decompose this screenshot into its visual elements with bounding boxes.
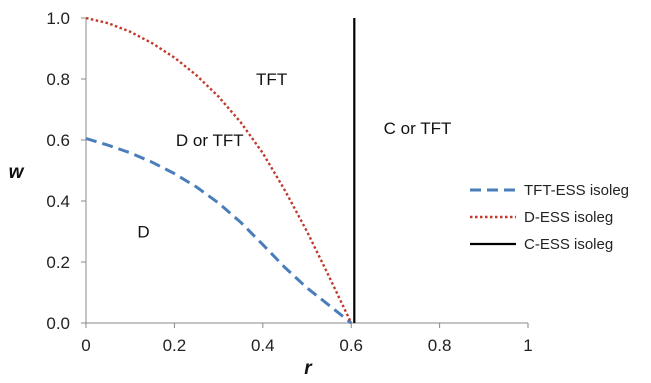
legend: TFT-ESS isoleg D-ESS isoleg C-ESS isoleg (470, 182, 629, 253)
region-labels: TFT D or TFT C or TFT D (137, 70, 451, 242)
x-axis-label: r (304, 358, 313, 379)
series-line (85, 137, 353, 325)
y-tick-label: 0.4 (46, 192, 70, 211)
series-0 (85, 137, 353, 325)
y-tick-label: 0.0 (46, 314, 70, 333)
legend-label: D-ESS isoleg (524, 209, 613, 226)
region-label: TFT (256, 70, 287, 89)
y-tick-label: 0.6 (46, 131, 70, 150)
legend-item: D-ESS isoleg (470, 209, 613, 226)
legend-item: C-ESS isoleg (470, 236, 613, 253)
plot-area (85, 18, 528, 324)
y-tick-label: 0.2 (46, 253, 70, 272)
region-label: D (137, 223, 149, 242)
legend-item: TFT-ESS isoleg (470, 182, 629, 199)
y-axis-label: w (9, 162, 25, 183)
tick-labels: 0 0.2 0.4 0.6 0.8 1 0.0 0.2 0.4 0.6 0.8 1.0 (46, 9, 532, 355)
legend-label: C-ESS isoleg (524, 236, 613, 253)
y-tick-label: 1.0 (46, 9, 70, 28)
series-1 (85, 16, 353, 324)
legend-label: TFT-ESS isoleg (524, 182, 629, 199)
region-label: C or TFT (384, 119, 452, 138)
x-tick-label: 0 (81, 336, 90, 355)
x-tick-label: 0.6 (339, 336, 363, 355)
series-line (85, 16, 353, 324)
series-lines (85, 16, 356, 325)
x-tick-label: 0.4 (251, 336, 275, 355)
region-label: D or TFT (176, 131, 244, 150)
y-tick-label: 0.8 (46, 70, 70, 89)
x-tick-label: 1 (523, 336, 532, 355)
x-tick-label: 0.2 (163, 336, 187, 355)
x-tick-label: 0.8 (428, 336, 452, 355)
